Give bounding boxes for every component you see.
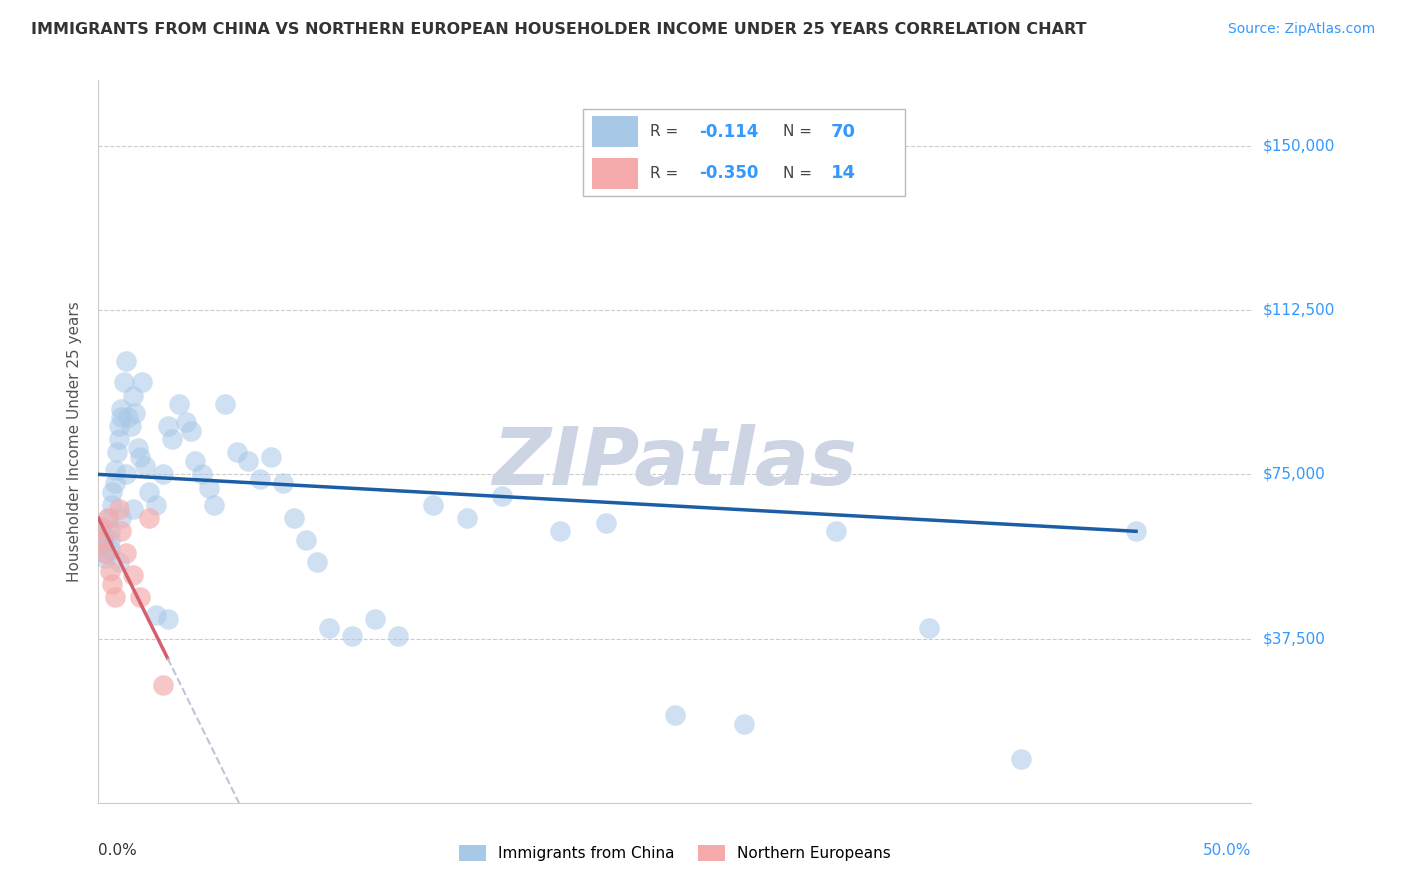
Point	[122, 388, 145, 402]
Point	[94, 546, 117, 560]
Point	[340, 629, 363, 643]
Point	[145, 607, 167, 622]
Point	[307, 555, 329, 569]
Point	[156, 612, 179, 626]
Point	[225, 445, 247, 459]
Point	[115, 546, 138, 560]
Point	[129, 450, 152, 464]
Point	[138, 511, 160, 525]
Point	[152, 467, 174, 482]
Point	[318, 621, 340, 635]
Point	[91, 533, 114, 547]
Point	[91, 537, 114, 551]
Point	[180, 424, 202, 438]
Point	[134, 458, 156, 473]
Point	[917, 621, 939, 635]
Point	[120, 419, 142, 434]
Point	[98, 564, 121, 578]
Text: $150,000: $150,000	[1263, 138, 1334, 153]
Point	[548, 524, 571, 539]
Point	[138, 484, 160, 499]
Point	[124, 406, 146, 420]
Point	[90, 520, 112, 534]
Point	[129, 590, 152, 604]
Point	[595, 516, 617, 530]
Point	[184, 454, 207, 468]
Point	[101, 484, 124, 499]
Point	[198, 481, 221, 495]
Point	[115, 353, 138, 368]
Point	[422, 498, 444, 512]
Point	[191, 467, 214, 482]
Point	[98, 541, 121, 556]
Point	[145, 498, 167, 512]
Text: $75,000: $75,000	[1263, 467, 1326, 482]
Point	[110, 524, 132, 539]
Point	[117, 410, 139, 425]
Point	[491, 489, 513, 503]
Point	[101, 577, 124, 591]
Point	[108, 555, 131, 569]
Point	[249, 472, 271, 486]
Point	[214, 397, 236, 411]
Point	[97, 511, 120, 525]
Point	[167, 397, 190, 411]
Text: IMMIGRANTS FROM CHINA VS NORTHERN EUROPEAN HOUSEHOLDER INCOME UNDER 25 YEARS COR: IMMIGRANTS FROM CHINA VS NORTHERN EUROPE…	[31, 22, 1087, 37]
Point	[115, 467, 138, 482]
Point	[90, 520, 112, 534]
Point	[105, 445, 128, 459]
Point	[112, 376, 135, 390]
Text: 0.0%: 0.0%	[98, 843, 138, 857]
Text: 50.0%: 50.0%	[1204, 843, 1251, 857]
Point	[97, 511, 120, 525]
Point	[364, 612, 387, 626]
Point	[456, 511, 478, 525]
Y-axis label: Householder Income Under 25 years: Householder Income Under 25 years	[67, 301, 83, 582]
Point	[94, 546, 117, 560]
Point	[260, 450, 283, 464]
Point	[295, 533, 318, 547]
Point	[1010, 752, 1032, 766]
Text: $112,500: $112,500	[1263, 302, 1334, 318]
Point	[156, 419, 179, 434]
Point	[122, 568, 145, 582]
Point	[98, 524, 121, 539]
Point	[664, 708, 686, 723]
Point	[387, 629, 409, 643]
Point	[160, 433, 183, 447]
Point	[103, 463, 125, 477]
Point	[202, 498, 225, 512]
Point	[283, 511, 305, 525]
Point	[94, 550, 117, 565]
Point	[174, 415, 197, 429]
Point	[110, 401, 132, 416]
Point	[122, 502, 145, 516]
Point	[238, 454, 260, 468]
Point	[103, 476, 125, 491]
Point	[733, 717, 755, 731]
Point	[131, 376, 153, 390]
Point	[98, 533, 121, 547]
Point	[152, 677, 174, 691]
Point	[108, 419, 131, 434]
Point	[825, 524, 848, 539]
Text: ZIPatlas: ZIPatlas	[492, 425, 858, 502]
Legend: Immigrants from China, Northern Europeans: Immigrants from China, Northern European…	[453, 839, 897, 867]
Point	[110, 511, 132, 525]
Point	[91, 529, 114, 543]
Text: Source: ZipAtlas.com: Source: ZipAtlas.com	[1227, 22, 1375, 37]
Point	[127, 441, 149, 455]
Point	[103, 590, 125, 604]
Point	[101, 498, 124, 512]
Point	[108, 502, 131, 516]
Point	[1125, 524, 1147, 539]
Point	[108, 433, 131, 447]
Point	[110, 410, 132, 425]
Point	[271, 476, 294, 491]
Text: $37,500: $37,500	[1263, 632, 1326, 646]
